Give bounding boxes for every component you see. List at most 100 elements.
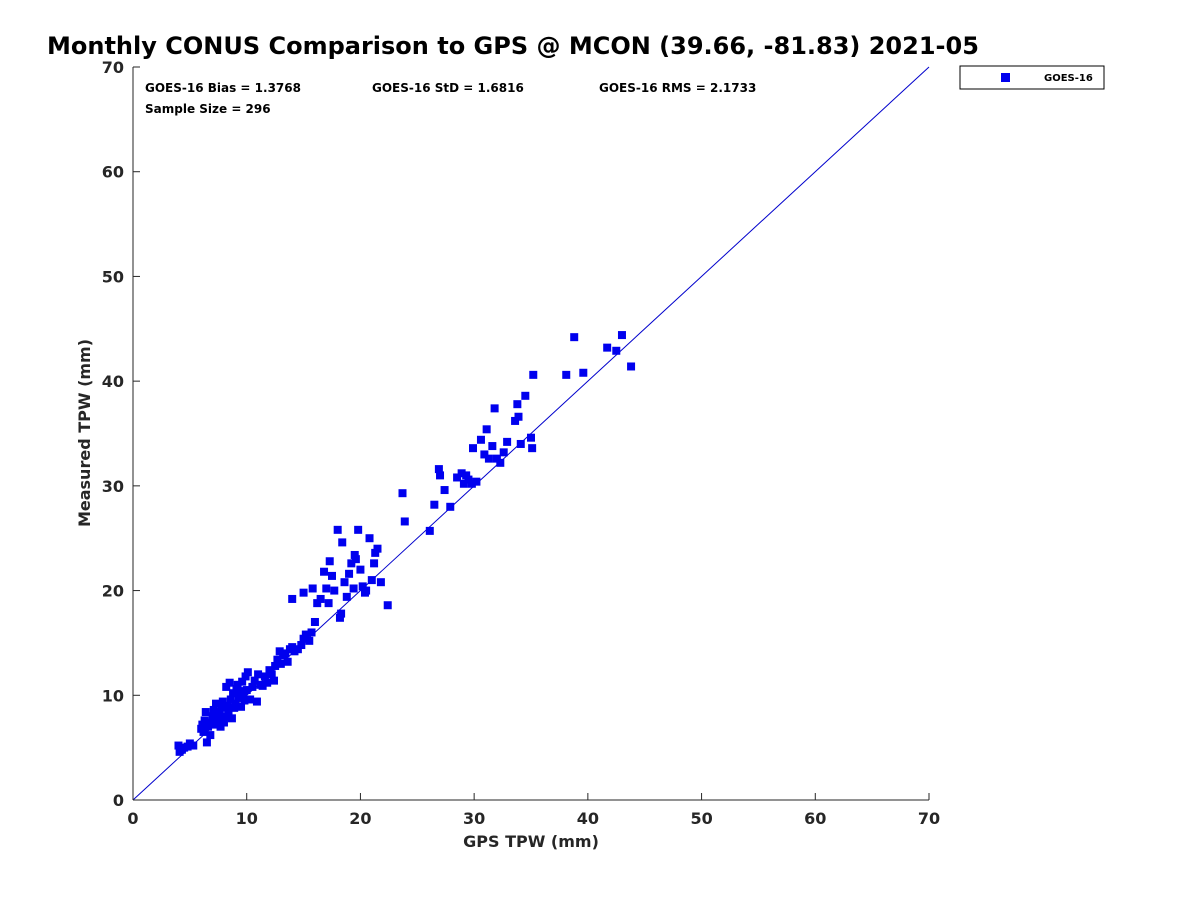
data-point: [174, 741, 183, 750]
data-point: [217, 703, 226, 712]
data-point: [376, 578, 385, 587]
data-point: [221, 712, 230, 721]
data-point: [206, 731, 215, 740]
data-point: [457, 469, 466, 478]
data-point: [229, 689, 238, 698]
data-point: [446, 502, 455, 511]
data-point: [513, 400, 522, 409]
data-point: [227, 714, 236, 723]
y-tick-label: 70: [102, 58, 124, 77]
data-point: [201, 708, 210, 717]
data-point: [434, 465, 443, 474]
data-point: [511, 416, 520, 425]
y-tick-label: 60: [102, 163, 124, 182]
data-point: [514, 412, 523, 421]
std-annotation: GOES-16 StD = 1.6816: [372, 81, 524, 95]
data-point: [347, 559, 356, 568]
data-point: [398, 489, 407, 498]
x-tick-label: 40: [577, 809, 599, 828]
data-point: [440, 486, 449, 495]
legend-marker: [1001, 73, 1010, 82]
data-point: [496, 458, 505, 467]
data-point: [521, 391, 530, 400]
data-point: [263, 678, 272, 687]
data-point: [349, 584, 358, 593]
data-point: [367, 576, 376, 585]
data-point: [219, 718, 228, 727]
y-tick-label: 40: [102, 372, 124, 391]
data-point: [254, 670, 263, 679]
data-point: [371, 548, 380, 557]
data-point: [350, 550, 359, 559]
data-point: [467, 479, 476, 488]
y-tick-label: 20: [102, 582, 124, 601]
data-point: [242, 686, 251, 695]
data-point: [340, 578, 349, 587]
data-point: [273, 655, 282, 664]
data-point: [200, 716, 209, 725]
data-point: [373, 544, 382, 553]
data-point: [488, 442, 497, 451]
data-point: [490, 404, 499, 413]
x-tick-label: 20: [349, 809, 371, 828]
data-point: [267, 670, 276, 679]
data-point: [612, 346, 621, 355]
data-point: [238, 677, 247, 686]
data-point: [453, 473, 462, 482]
data-point: [354, 525, 363, 534]
y-axis-label: Measured TPW (mm): [75, 339, 94, 527]
data-point: [214, 716, 223, 725]
data-point: [234, 693, 243, 702]
data-point: [248, 682, 257, 691]
x-tick-label: 30: [463, 809, 485, 828]
data-point: [250, 676, 259, 685]
data-point: [365, 534, 374, 543]
data-point: [484, 454, 493, 463]
data-point: [322, 584, 331, 593]
y-tick-label: 50: [102, 267, 124, 286]
data-point: [464, 475, 473, 484]
data-point: [462, 471, 471, 480]
data-point: [218, 697, 227, 706]
data-point: [527, 433, 535, 442]
x-axis-label: GPS TPW (mm): [463, 832, 599, 851]
data-point: [222, 682, 231, 691]
data-point: [337, 609, 346, 618]
data-point: [241, 672, 250, 681]
data-point: [239, 691, 248, 700]
x-tick-label: 70: [918, 809, 940, 828]
data-point: [212, 699, 221, 708]
bias-annotation: GOES-16 Bias = 1.3768: [145, 81, 301, 95]
x-tick-label: 60: [804, 809, 826, 828]
data-point: [288, 594, 297, 603]
data-point: [333, 525, 342, 534]
data-point: [202, 738, 211, 747]
data-point: [223, 701, 232, 710]
data-point: [252, 697, 261, 706]
data-point: [603, 343, 612, 352]
data-point: [281, 649, 290, 658]
data-point: [335, 613, 344, 622]
data-point: [231, 699, 240, 708]
data-point: [299, 634, 308, 643]
data-point: [482, 425, 491, 434]
data-point: [275, 647, 284, 656]
data-point: [230, 703, 239, 712]
x-tick-label: 10: [236, 809, 258, 828]
data-point: [313, 599, 322, 608]
legend-label: GOES-16: [1044, 73, 1093, 84]
data-point: [316, 594, 325, 603]
data-point: [492, 454, 501, 463]
data-point: [301, 630, 310, 639]
x-tick-label: 50: [690, 809, 712, 828]
data-point: [425, 526, 434, 535]
data-point: [271, 661, 280, 670]
data-point: [204, 722, 213, 731]
data-point: [308, 584, 317, 593]
data-point: [226, 695, 235, 704]
data-point: [516, 439, 525, 448]
legend-box: [959, 65, 1105, 90]
data-point: [472, 477, 481, 486]
data-point: [345, 569, 354, 578]
